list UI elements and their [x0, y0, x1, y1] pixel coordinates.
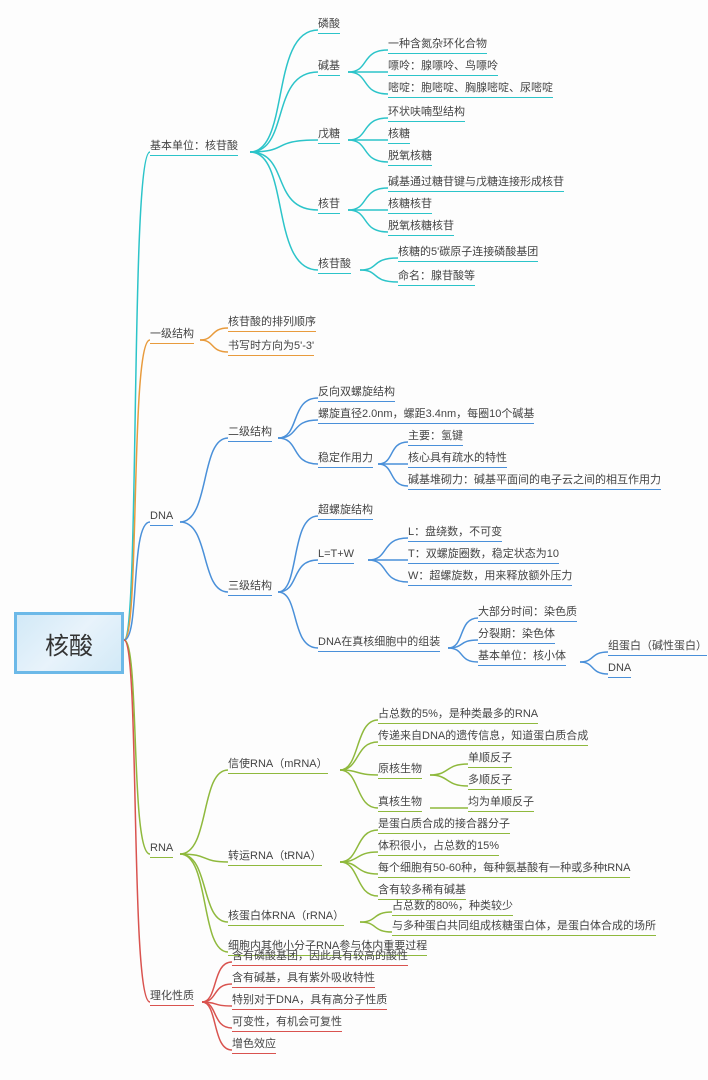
node[interactable]: DNA — [608, 662, 631, 678]
node-tertiary[interactable]: 三级结构 — [228, 580, 272, 596]
node[interactable]: 占总数的5%，是种类最多的RNA — [378, 708, 538, 724]
node[interactable]: 含有碱基，具有紫外吸收特性 — [232, 972, 375, 988]
node[interactable]: 基本单位：核小体 — [478, 650, 566, 666]
node[interactable]: 单顺反子 — [468, 752, 512, 768]
node[interactable]: 含有较多稀有碱基 — [378, 884, 466, 900]
node-dna[interactable]: DNA — [150, 510, 173, 526]
node[interactable]: 螺旋直径2.0nm，螺距3.4nm，每圈10个碱基 — [318, 408, 534, 424]
node-nucleoside[interactable]: 核苷 — [318, 198, 340, 214]
node[interactable]: 每个细胞有50-60种，每种氨基酸有一种或多种tRNA — [378, 862, 630, 878]
node[interactable]: 脱氧核糖核苷 — [388, 220, 454, 236]
node-nucleotide[interactable]: 核苷酸 — [318, 258, 351, 274]
node[interactable]: 是蛋白质合成的接合器分子 — [378, 818, 510, 834]
node[interactable]: 组蛋白（碱性蛋白） — [608, 640, 707, 656]
node[interactable]: 多顺反子 — [468, 774, 512, 790]
node-phosphate[interactable]: 磷酸 — [318, 18, 340, 34]
node[interactable]: 含有磷酸基团，因此具有较高的酸性 — [232, 950, 408, 966]
node-basic-unit[interactable]: 基本单位：核苷酸 — [150, 140, 238, 156]
node[interactable]: T：双螺旋圈数，稳定状态为10 — [408, 548, 559, 564]
node[interactable]: 核苷酸的排列顺序 — [228, 316, 316, 332]
node[interactable]: 一种含氮杂环化合物 — [388, 38, 487, 54]
node[interactable]: 大部分时间：染色质 — [478, 606, 577, 622]
node[interactable]: 稳定作用力 — [318, 452, 373, 468]
node[interactable]: 脱氧核糖 — [388, 150, 432, 166]
node[interactable]: 增色效应 — [232, 1038, 276, 1054]
node[interactable]: 环状呋喃型结构 — [388, 106, 465, 122]
node[interactable]: 嘧啶：胞嘧啶、胸腺嘧啶、尿嘧啶 — [388, 82, 553, 98]
node[interactable]: 核心具有疏水的特性 — [408, 452, 507, 468]
node-trna[interactable]: 转运RNA（tRNA） — [228, 850, 322, 866]
node[interactable]: 主要：氢键 — [408, 430, 463, 446]
node[interactable]: 超螺旋结构 — [318, 504, 373, 520]
node-mrna[interactable]: 信使RNA（mRNA） — [228, 758, 328, 774]
root-node[interactable]: 核酸 — [14, 612, 124, 674]
node[interactable]: L=T+W — [318, 548, 354, 564]
node[interactable]: 特别对于DNA，具有高分子性质 — [232, 994, 387, 1010]
node[interactable]: 均为单顺反子 — [468, 796, 534, 812]
node[interactable]: 核糖的5'碳原子连接磷酸基团 — [398, 246, 538, 262]
node-rna[interactable]: RNA — [150, 842, 173, 858]
node[interactable]: 分裂期：染色体 — [478, 628, 555, 644]
node-secondary[interactable]: 二级结构 — [228, 426, 272, 442]
node-primary-structure[interactable]: 一级结构 — [150, 328, 194, 344]
root-label: 核酸 — [45, 626, 93, 661]
connector-lines — [0, 0, 708, 1080]
node-base[interactable]: 碱基 — [318, 60, 340, 76]
node[interactable]: 核糖核苷 — [388, 198, 432, 214]
node[interactable]: 与多种蛋白共同组成核糖蛋白体，是蛋白体合成的场所 — [392, 920, 656, 936]
node[interactable]: W：超螺旋数，用来释放额外压力 — [408, 570, 572, 586]
node[interactable]: 反向双螺旋结构 — [318, 386, 395, 402]
node[interactable]: 真核生物 — [378, 796, 422, 812]
node[interactable]: 体积很小，占总数的15% — [378, 840, 499, 856]
node[interactable]: DNA在真核细胞中的组装 — [318, 636, 440, 652]
node-rrna[interactable]: 核蛋白体RNA（rRNA） — [228, 910, 344, 926]
node[interactable]: 传递来自DNA的遗传信息，知道蛋白质合成 — [378, 730, 588, 746]
node[interactable]: 原核生物 — [378, 763, 422, 779]
node[interactable]: 碱基堆砌力：碱基平面间的电子云之间的相互作用力 — [408, 474, 661, 490]
node-pentose[interactable]: 戊糖 — [318, 128, 340, 144]
node[interactable]: L：盘绕数，不可变 — [408, 526, 502, 542]
node[interactable]: 嘌呤：腺嘌呤、鸟嘌呤 — [388, 60, 498, 76]
node-physchem[interactable]: 理化性质 — [150, 990, 194, 1006]
node[interactable]: 书写时方向为5'-3' — [228, 340, 314, 356]
node[interactable]: 占总数的80%，种类较少 — [392, 900, 513, 916]
node[interactable]: 命名：腺苷酸等 — [398, 270, 475, 286]
node[interactable]: 可变性，有机会可复性 — [232, 1016, 342, 1032]
node[interactable]: 碱基通过糖苷键与戊糖连接形成核苷 — [388, 176, 564, 192]
mindmap-canvas: 核酸 基本单位：核苷酸 磷酸 碱基 一种含氮杂环化合物 嘌呤：腺嘌呤、鸟嘌呤 嘧… — [0, 0, 708, 1080]
node[interactable]: 核糖 — [388, 128, 410, 144]
